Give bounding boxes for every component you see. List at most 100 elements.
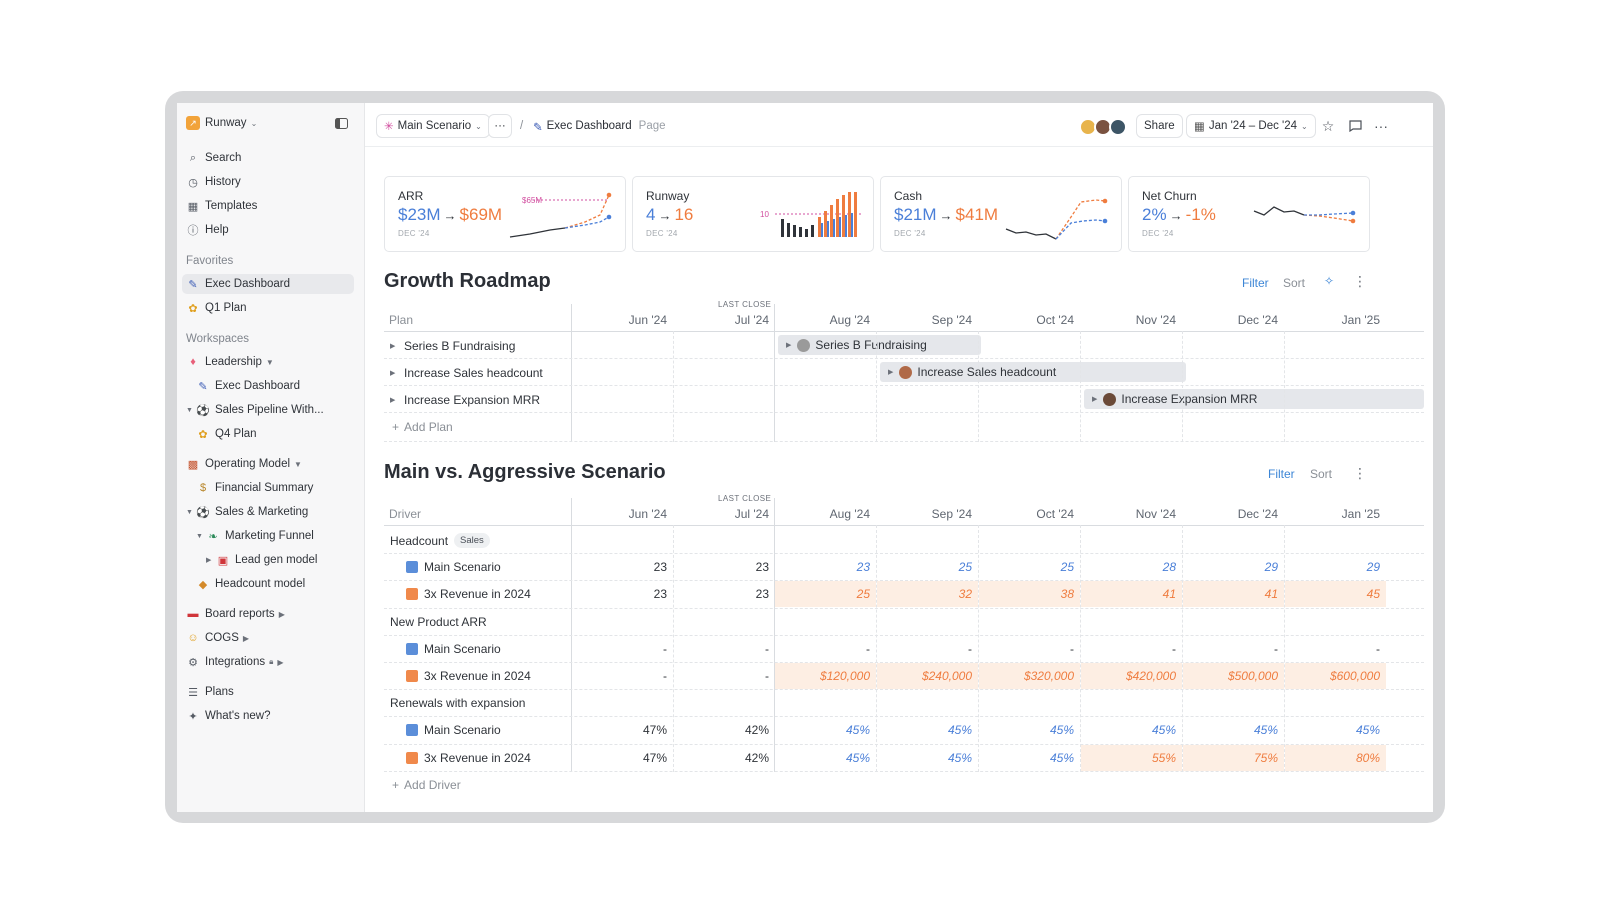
roadmap-filter-button[interactable]: Filter xyxy=(1242,276,1269,290)
scenario-row-label[interactable]: Main Scenario xyxy=(406,560,501,574)
value-cell[interactable]: 38 xyxy=(1060,587,1074,602)
value-cell[interactable]: - xyxy=(1376,641,1380,656)
value-cell[interactable]: 29 xyxy=(1264,560,1278,575)
comment-icon[interactable] xyxy=(1345,116,1365,136)
value-cell[interactable]: 45% xyxy=(845,723,870,738)
workspace-switcher[interactable]: ↗ Runway ⌄ xyxy=(186,113,257,133)
value-cell[interactable]: - xyxy=(663,669,667,683)
value-cell[interactable]: 47% xyxy=(642,750,667,765)
tree-lead-gen-model[interactable]: ▶ ▣ Lead gen model xyxy=(206,550,317,570)
value-cell[interactable]: - xyxy=(968,641,972,656)
driver-group-row[interactable]: Renewals with expansion xyxy=(390,696,525,710)
star-icon[interactable]: ☆ xyxy=(1321,117,1335,134)
value-cell[interactable]: $240,000 xyxy=(921,669,972,683)
value-cell[interactable]: 23 xyxy=(653,560,667,575)
scenario-more-button[interactable]: ··· xyxy=(488,114,512,138)
scenario-row-label[interactable]: Main Scenario xyxy=(406,642,501,656)
value-cell[interactable]: $420,000 xyxy=(1125,669,1176,683)
value-cell[interactable]: 42% xyxy=(744,723,769,738)
scenario-selector[interactable]: ✳ Main Scenario ⌄ xyxy=(376,114,490,138)
gantt-bar-series-b[interactable]: ▶ Series B Fundraising xyxy=(778,335,981,355)
value-cell[interactable]: 23 xyxy=(755,587,769,602)
value-cell[interactable]: 29 xyxy=(1366,560,1380,575)
nav-search[interactable]: ⌕ Search xyxy=(186,148,242,168)
add-driver-button[interactable]: + Add Driver xyxy=(392,778,461,792)
value-cell[interactable]: 75% xyxy=(1253,750,1278,765)
value-cell[interactable]: - xyxy=(1070,641,1074,656)
kpi-card-arr[interactable]: ARR $23M → $69M DEC '24 $65M xyxy=(384,176,626,252)
plan-row-sales-headcount[interactable]: ▶ Increase Sales headcount xyxy=(390,366,543,380)
value-cell[interactable]: 28 xyxy=(1162,560,1176,575)
scenario-row-label[interactable]: Main Scenario xyxy=(406,723,501,737)
value-cell[interactable]: 45% xyxy=(1355,723,1380,738)
kpi-card-cash[interactable]: Cash $21M → $41M DEC '24 xyxy=(880,176,1122,252)
value-cell[interactable]: 25 xyxy=(1060,560,1074,575)
value-cell[interactable]: - xyxy=(866,641,870,656)
value-cell[interactable]: - xyxy=(765,641,769,656)
value-cell[interactable]: - xyxy=(663,641,667,656)
scenario-row-label[interactable]: 3x Revenue in 2024 xyxy=(406,669,531,683)
tree-sales-marketing[interactable]: ▼ ⚽ Sales & Marketing xyxy=(186,502,308,522)
value-cell[interactable]: - xyxy=(1274,641,1278,656)
nav-plans[interactable]: ☰ Plans xyxy=(186,682,234,702)
driver-group-row[interactable]: Headcount Sales xyxy=(390,533,490,548)
value-cell[interactable]: 47% xyxy=(642,723,667,738)
nav-whats-new[interactable]: ✦ What's new? xyxy=(186,706,270,726)
nav-history[interactable]: ◷ History xyxy=(186,172,241,192)
value-cell[interactable]: 45% xyxy=(1151,723,1176,738)
value-cell[interactable]: 45% xyxy=(845,750,870,765)
add-plan-button[interactable]: + Add Plan xyxy=(392,420,453,434)
nav-help[interactable]: ⓘ Help xyxy=(186,220,229,240)
scenario-more-icon[interactable]: ⋮ xyxy=(1353,465,1367,481)
scenario-sort-button[interactable]: Sort xyxy=(1310,467,1333,481)
value-cell[interactable]: - xyxy=(765,669,769,683)
tree-exec-dashboard[interactable]: ✎ Exec Dashboard xyxy=(196,376,300,396)
value-cell[interactable]: 25 xyxy=(958,560,972,575)
value-cell[interactable]: 45% xyxy=(947,723,972,738)
tree-financial-summary[interactable]: $ Financial Summary xyxy=(196,478,313,498)
tree-cogs[interactable]: ☺ COGS ▶ xyxy=(186,628,249,648)
value-cell[interactable]: 41 xyxy=(1264,587,1278,602)
date-range-picker[interactable]: ▦ Jan '24 – Dec '24 ⌄ xyxy=(1186,114,1316,138)
value-cell[interactable]: $120,000 xyxy=(819,669,870,683)
value-cell[interactable]: 23 xyxy=(653,587,667,602)
value-cell[interactable]: - xyxy=(1172,641,1176,656)
roadmap-more-icon[interactable]: ⋮ xyxy=(1353,273,1367,289)
value-cell[interactable]: $500,000 xyxy=(1227,669,1278,683)
value-cell[interactable]: $320,000 xyxy=(1023,669,1074,683)
value-cell[interactable]: 45% xyxy=(1253,723,1278,738)
breadcrumb-page[interactable]: ✎ Exec Dashboard Page xyxy=(533,120,666,134)
favorite-q1-plan[interactable]: ✿ Q1 Plan xyxy=(186,298,246,318)
tree-operating-model[interactable]: ▩ Operating Model ▼ xyxy=(186,454,302,474)
avatar[interactable] xyxy=(1109,118,1127,136)
tree-leadership[interactable]: ♦ Leadership ▼ xyxy=(186,352,274,372)
sparkle-icon[interactable]: ✧ xyxy=(1324,274,1335,288)
value-cell[interactable]: 45% xyxy=(1049,723,1074,738)
value-cell[interactable]: 80% xyxy=(1355,750,1380,765)
tree-q4-plan[interactable]: ✿ Q4 Plan xyxy=(196,424,256,444)
gantt-bar-sales-headcount[interactable]: ▶ Increase Sales headcount xyxy=(880,362,1186,382)
roadmap-sort-button[interactable]: Sort xyxy=(1283,276,1306,290)
more-menu-icon[interactable]: ··· xyxy=(1374,118,1388,134)
value-cell[interactable]: 32 xyxy=(958,587,972,602)
value-cell[interactable]: 55% xyxy=(1151,750,1176,765)
tree-board-reports[interactable]: ▬ Board reports ▶ xyxy=(186,604,285,624)
nav-templates[interactable]: ▦ Templates xyxy=(186,196,258,216)
value-cell[interactable]: 41 xyxy=(1162,587,1176,602)
value-cell[interactable]: 45 xyxy=(1366,587,1380,602)
gantt-bar-expansion-mrr[interactable]: ▶ Increase Expansion MRR xyxy=(1084,389,1424,409)
driver-group-row[interactable]: New Product ARR xyxy=(390,615,487,629)
kpi-card-net-churn[interactable]: Net Churn 2% → -1% DEC '24 xyxy=(1128,176,1370,252)
tree-marketing-funnel[interactable]: ▼ ❧ Marketing Funnel xyxy=(196,526,314,546)
collapse-sidebar-icon[interactable] xyxy=(331,113,351,133)
value-cell[interactable]: 25 xyxy=(856,587,870,602)
value-cell[interactable]: 45% xyxy=(947,750,972,765)
value-cell[interactable]: $600,000 xyxy=(1329,669,1380,683)
plan-row-expansion-mrr[interactable]: ▶ Increase Expansion MRR xyxy=(390,393,540,407)
plan-row-series-b[interactable]: ▶ Series B Fundraising xyxy=(390,339,515,353)
kpi-card-runway[interactable]: Runway 4 → 16 DEC '24 10 xyxy=(632,176,874,252)
share-button[interactable]: Share xyxy=(1136,114,1183,138)
tree-integrations[interactable]: ⚙ Integrations 🔒︎ ▶ xyxy=(186,652,283,672)
favorite-exec-dashboard[interactable]: ✎ Exec Dashboard xyxy=(182,274,354,294)
scenario-filter-button[interactable]: Filter xyxy=(1268,467,1295,481)
